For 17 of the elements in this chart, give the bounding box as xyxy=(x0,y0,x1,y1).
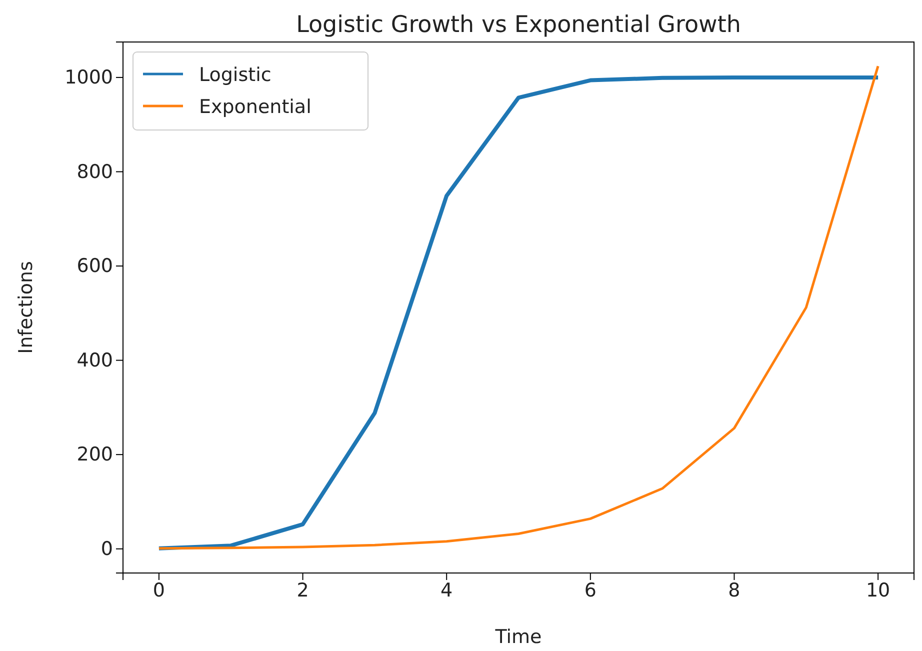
x-tick-label: 6 xyxy=(584,579,596,602)
x-tick-label: 10 xyxy=(866,579,890,602)
y-tick-label: 400 xyxy=(76,349,113,372)
y-tick-label: 200 xyxy=(76,444,113,466)
legend-label: Logistic xyxy=(199,64,272,86)
x-tick-label: 0 xyxy=(152,579,165,602)
x-axis-title: Time xyxy=(494,626,542,648)
legend-label: Exponential xyxy=(199,96,312,118)
y-tick-label: 600 xyxy=(76,255,113,278)
x-tick-label: 4 xyxy=(440,579,453,602)
y-tick-label: 0 xyxy=(100,538,113,560)
y-tick-label: 800 xyxy=(76,160,113,183)
chart-title: Logistic Growth vs Exponential Growth xyxy=(296,12,741,38)
y-tick-label: 1000 xyxy=(64,66,113,89)
y-axis-title: Infections xyxy=(15,261,37,354)
x-tick-label: 8 xyxy=(728,579,740,602)
x-tick-label: 2 xyxy=(296,579,309,602)
